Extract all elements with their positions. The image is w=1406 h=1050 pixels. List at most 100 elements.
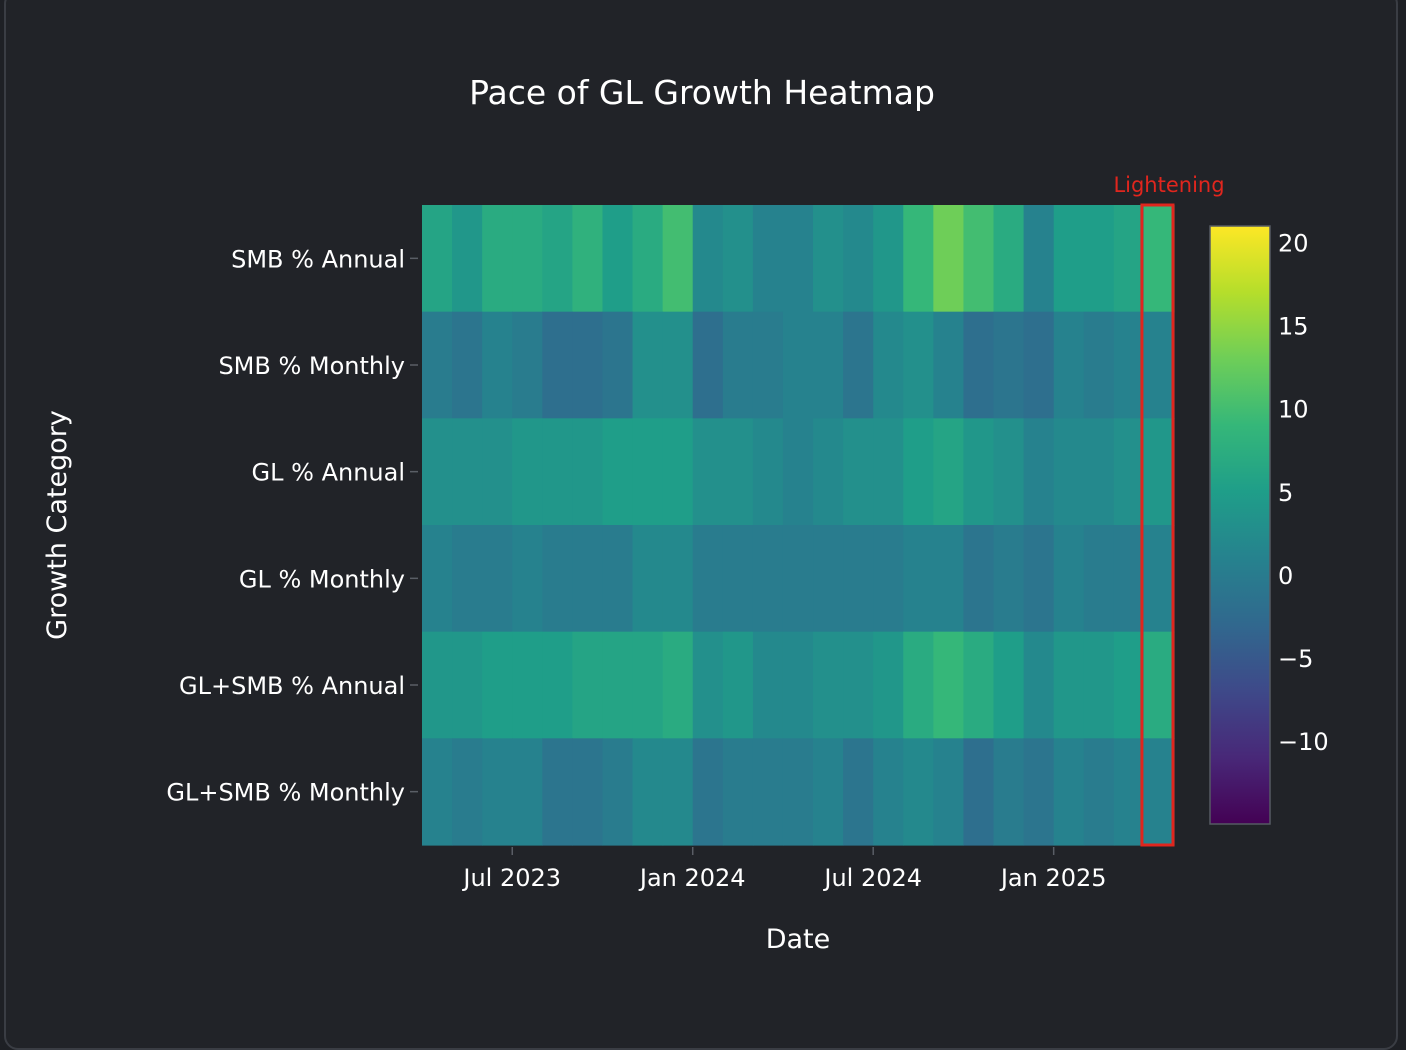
heatmap-cell [903,525,934,633]
heatmap-cell [602,631,634,739]
heatmap-cell [1023,738,1055,846]
heatmap-cell [903,738,934,846]
heatmap-cell [1113,205,1145,313]
heatmap-cell [843,738,874,846]
heatmap-cell [572,631,604,739]
heatmap-cell [482,738,513,846]
colorbar-ticks: 20 15 10 5 0 −5 −10 [1278,230,1329,756]
heatmap-cell [632,205,664,313]
heatmap-cell [903,631,934,739]
heatmap-cell [422,418,453,526]
heatmap-cell [602,525,634,633]
colorbar-tick-label: 10 [1278,396,1309,424]
heatmap-cell [632,311,664,419]
heatmap-cell [782,418,814,526]
heatmap-cell [722,418,754,526]
heatmap-cell [933,738,965,846]
colorbar-tick-label: 5 [1278,479,1293,507]
heatmap-cell [843,418,874,526]
heatmap-cell [873,738,904,846]
heatmap-cell [752,631,784,739]
heatmap-cell [662,631,694,739]
heatmap-cell [1023,418,1055,526]
x-tick-label: Jan 2024 [638,864,746,892]
heatmap-cell [993,631,1025,739]
heatmap-cell [1023,205,1055,313]
heatmap-cell [452,418,483,526]
heatmap-cell [963,631,995,739]
heatmap-cell [542,738,573,846]
heatmap-cell [813,631,844,739]
heatmap-cell [422,311,453,419]
x-tick-label: Jan 2025 [999,864,1107,892]
heatmap-cell [752,418,784,526]
y-axis-label: Growth Category [42,410,73,640]
colorbar-tick-label: 20 [1278,230,1309,258]
heatmap-cell [722,525,754,633]
heatmap-cell [1083,631,1115,739]
heatmap-cell [1113,525,1145,633]
heatmap-cell [1083,205,1115,313]
heatmap-cell [452,205,483,313]
heatmap-cell [512,631,543,739]
heatmap-cell [903,205,934,313]
heatmap-cell [512,418,543,526]
heatmap-cell [572,738,604,846]
heatmap-cell [1143,205,1175,313]
heatmap-cell [1023,311,1055,419]
heatmap-cell [722,631,754,739]
heatmap-cell [813,418,844,526]
heatmap-cell [692,311,724,419]
heatmap-cell [993,738,1025,846]
heatmap-cell [542,631,573,739]
heatmap-cell [692,525,724,633]
heatmap-cell [572,311,604,419]
heatmap-cell [782,631,814,739]
heatmap-cell [1083,418,1115,526]
heatmap-cell [1083,525,1115,633]
heatmap-cell [662,738,694,846]
y-tick-label: GL+SMB % Annual [179,672,405,700]
heatmap-cell [662,205,694,313]
heatmap-cell [1143,418,1175,526]
heatmap-cell [752,525,784,633]
heatmap-cell [632,738,664,846]
heatmap-cell [572,205,604,313]
heatmap-cell [482,631,513,739]
heatmap-cell [873,525,904,633]
heatmap-cell [933,311,965,419]
heatmap-cell [752,205,784,313]
heatmap-cell [512,738,543,846]
heatmap-cell [662,311,694,419]
heatmap-cell [662,525,694,633]
heatmap-cell [452,631,483,739]
heatmap-cell [512,311,543,419]
y-tick-label: GL % Annual [252,459,405,487]
heatmap-cell [1113,738,1145,846]
heatmap-cell [512,205,543,313]
heatmap-cell [782,311,814,419]
x-axis-label: Date [766,924,831,955]
heatmap-cell [422,631,453,739]
heatmap-cell [963,738,995,846]
y-tick-label: GL % Monthly [239,565,405,593]
heatmap-cell [542,311,573,419]
x-tick-label: Jul 2024 [822,864,922,892]
colorbar-tick-label: 0 [1278,562,1293,590]
heatmap-cell [933,205,965,313]
colorbar [1209,225,1271,825]
heatmap-cell [963,525,995,633]
heatmap-cell [873,418,904,526]
heatmap-cell [782,738,814,846]
heatmap-cell [1083,311,1115,419]
heatmap-cell [993,418,1025,526]
heatmap-cell [843,311,874,419]
y-tick-label: SMB % Annual [231,245,405,273]
highlight-box [1140,203,1175,847]
heatmap-cell [632,418,664,526]
heatmap-cell [692,205,724,313]
heatmap-cell [602,418,634,526]
heatmap-cell [632,631,664,739]
heatmap-cell [692,631,724,739]
